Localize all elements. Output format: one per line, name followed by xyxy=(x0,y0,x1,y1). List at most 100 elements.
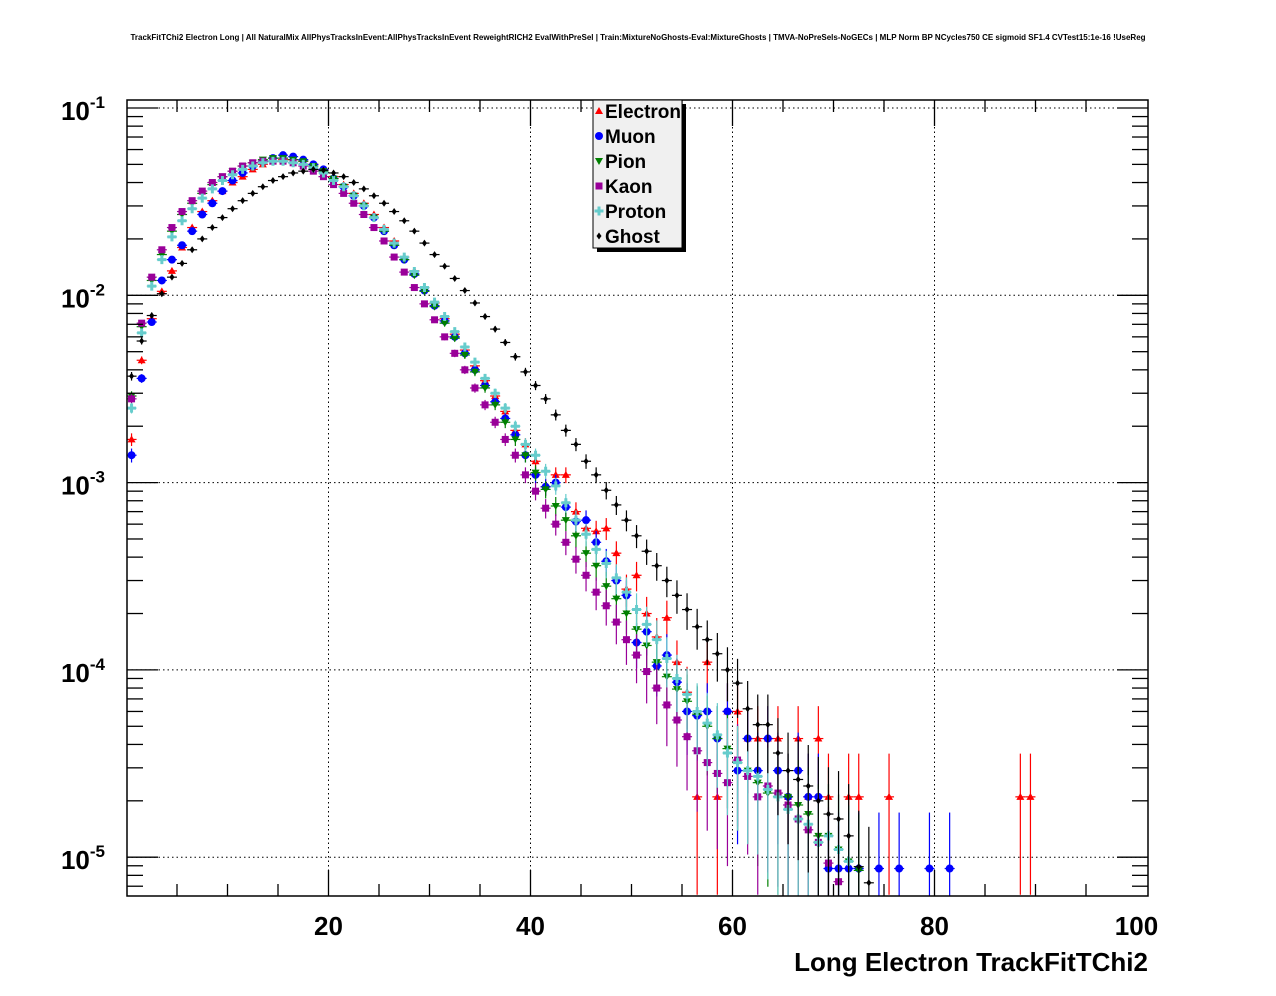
marker-cross xyxy=(571,515,581,525)
data-point xyxy=(439,262,450,270)
marker-diamond xyxy=(139,337,145,345)
marker-triangle-down xyxy=(551,503,560,511)
marker-circle xyxy=(137,374,146,383)
data-point xyxy=(126,448,137,463)
marker-cross xyxy=(147,281,157,291)
marker-triangle-down xyxy=(501,419,510,427)
marker-diamond xyxy=(240,197,246,205)
marker-cross xyxy=(359,201,369,211)
data-point xyxy=(469,367,480,377)
marker-square xyxy=(471,384,479,392)
marker-cross xyxy=(278,156,288,166)
legend-marker-ghost xyxy=(596,232,602,240)
data-point xyxy=(459,342,470,352)
data-point xyxy=(843,784,854,896)
data-point xyxy=(631,634,642,684)
marker-square xyxy=(572,555,580,563)
data-point xyxy=(217,214,228,222)
data-point xyxy=(419,300,430,308)
y-tick-exponent: -3 xyxy=(90,468,105,487)
marker-diamond xyxy=(765,721,771,729)
marker-cross xyxy=(329,176,339,186)
marker-cross xyxy=(510,421,520,431)
data-point xyxy=(328,176,339,186)
marker-cross xyxy=(621,587,631,597)
data-point xyxy=(884,753,895,895)
data-point xyxy=(187,246,198,254)
data-point xyxy=(399,252,410,262)
marker-square xyxy=(168,224,176,232)
data-point xyxy=(449,274,460,282)
data-point xyxy=(611,564,622,595)
marker-diamond xyxy=(634,532,640,540)
data-point xyxy=(207,179,218,187)
y-tick-exponent: -1 xyxy=(90,93,105,112)
marker-diamond xyxy=(159,290,165,298)
data-point xyxy=(550,514,561,536)
marker-diamond xyxy=(856,863,862,871)
marker-diamond xyxy=(371,192,377,200)
marker-square xyxy=(138,319,146,327)
marker-diamond xyxy=(795,775,801,783)
legend-marker-pion xyxy=(595,158,603,165)
marker-circle xyxy=(874,864,883,873)
marker-diamond xyxy=(866,879,872,887)
data-point xyxy=(177,259,188,267)
marker-cross xyxy=(611,573,621,583)
data-point xyxy=(197,210,208,219)
marker-cross xyxy=(228,170,238,180)
data-point xyxy=(166,232,177,242)
data-point xyxy=(288,158,299,168)
marker-square xyxy=(461,366,469,374)
data-point xyxy=(399,217,410,225)
marker-cross xyxy=(238,164,248,174)
marker-cross xyxy=(601,558,611,568)
data-point xyxy=(793,739,804,861)
marker-cross xyxy=(672,673,682,683)
data-point xyxy=(490,325,501,333)
marker-triangle-up xyxy=(127,435,136,443)
marker-diamond xyxy=(593,471,599,479)
data-point xyxy=(924,812,935,896)
marker-cross xyxy=(551,481,561,491)
marker-triangle-down xyxy=(571,532,580,540)
marker-diamond xyxy=(149,312,155,320)
marker-diamond xyxy=(553,411,559,419)
data-point xyxy=(146,318,157,327)
data-point xyxy=(187,197,198,205)
data-point xyxy=(338,189,349,197)
legend-label-pion: Pion xyxy=(605,152,646,173)
marker-square xyxy=(400,268,408,276)
data-point xyxy=(267,156,278,166)
data-point xyxy=(772,718,783,816)
data-point xyxy=(722,647,733,702)
data-point xyxy=(389,208,400,216)
marker-diamond xyxy=(421,239,427,247)
marker-diamond xyxy=(755,721,761,729)
marker-cross xyxy=(127,403,137,413)
data-point xyxy=(459,287,470,295)
marker-cross xyxy=(349,191,359,201)
x-tick-label: 60 xyxy=(718,911,747,941)
data-point xyxy=(540,463,551,480)
marker-circle xyxy=(167,255,176,264)
data-point xyxy=(187,227,198,236)
data-point xyxy=(560,467,571,484)
marker-triangle-down xyxy=(511,436,520,444)
data-point xyxy=(631,525,642,549)
marker-square xyxy=(521,471,529,479)
data-point xyxy=(469,357,480,367)
marker-square xyxy=(420,300,428,308)
marker-cross xyxy=(369,213,379,223)
data-point xyxy=(207,224,218,232)
marker-triangle-down xyxy=(481,384,490,392)
y-tick-base: 10 xyxy=(61,283,90,313)
data-point xyxy=(136,319,147,327)
marker-diamond xyxy=(573,440,579,448)
data-point xyxy=(379,237,390,245)
data-point xyxy=(166,224,177,232)
data-point xyxy=(177,208,188,216)
marker-circle xyxy=(895,864,904,873)
data-point xyxy=(439,312,450,322)
data-point xyxy=(742,680,753,752)
